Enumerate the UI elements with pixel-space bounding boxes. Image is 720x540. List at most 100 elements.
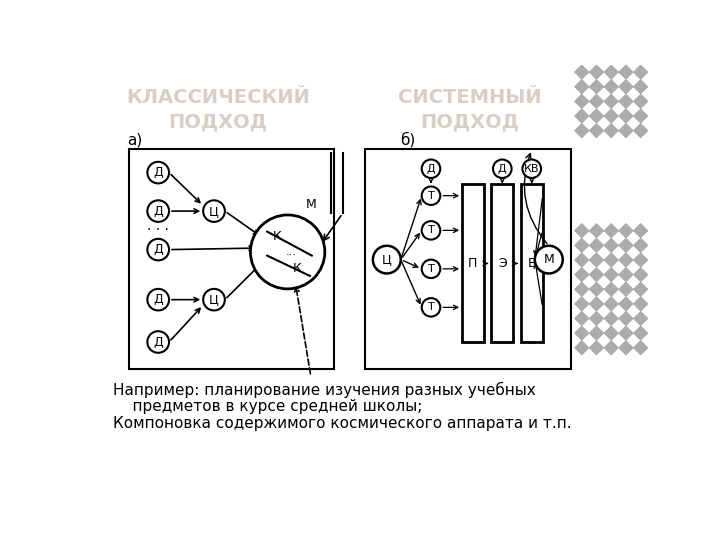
Polygon shape [648, 109, 662, 123]
Polygon shape [575, 65, 589, 79]
Polygon shape [618, 282, 634, 296]
Polygon shape [604, 238, 618, 253]
Circle shape [203, 289, 225, 310]
Polygon shape [634, 79, 648, 94]
Polygon shape [575, 340, 589, 355]
Polygon shape [589, 94, 604, 109]
Polygon shape [589, 224, 604, 238]
Polygon shape [589, 79, 604, 94]
Polygon shape [634, 50, 648, 65]
Text: а): а) [127, 133, 143, 148]
Polygon shape [604, 50, 618, 65]
Circle shape [422, 159, 441, 178]
Polygon shape [648, 282, 662, 296]
Circle shape [148, 331, 169, 353]
Polygon shape [604, 79, 618, 94]
Polygon shape [575, 296, 589, 311]
Polygon shape [575, 224, 589, 238]
Polygon shape [648, 238, 662, 253]
Polygon shape [648, 253, 662, 267]
Circle shape [148, 239, 169, 260]
Polygon shape [634, 340, 648, 355]
Polygon shape [648, 296, 662, 311]
Polygon shape [648, 94, 662, 109]
Text: СИСТЕМНЫЙ
ПОДХОД: СИСТЕМНЫЙ ПОДХОД [398, 88, 541, 132]
Polygon shape [604, 340, 618, 355]
Polygon shape [604, 326, 618, 340]
Polygon shape [634, 253, 648, 267]
Polygon shape [634, 123, 648, 138]
Polygon shape [589, 311, 604, 326]
Polygon shape [618, 311, 634, 326]
Bar [365, 150, 570, 369]
Text: П: П [468, 256, 477, 269]
Text: М: М [305, 198, 316, 211]
Polygon shape [589, 267, 604, 282]
Polygon shape [648, 79, 662, 94]
Polygon shape [618, 123, 634, 138]
Polygon shape [648, 311, 662, 326]
Polygon shape [618, 65, 634, 79]
Polygon shape [648, 65, 662, 79]
Text: К: К [292, 262, 302, 275]
Text: Компоновка содержимого космического аппарата и т.п.: Компоновка содержимого космического аппа… [113, 416, 572, 431]
Text: Ц: Ц [382, 253, 392, 266]
Polygon shape [618, 267, 634, 282]
Circle shape [493, 159, 512, 178]
Text: В: В [528, 256, 536, 269]
Polygon shape [589, 296, 604, 311]
Polygon shape [634, 65, 648, 79]
Circle shape [148, 200, 169, 222]
Text: Т: Т [428, 191, 434, 201]
Text: К: К [272, 230, 282, 243]
Text: предметов в курсе средней школы;: предметов в курсе средней школы; [113, 399, 423, 414]
Polygon shape [575, 267, 589, 282]
Polygon shape [575, 79, 589, 94]
Text: Ц: Ц [209, 205, 219, 218]
Text: Д: Д [153, 293, 163, 306]
Polygon shape [634, 326, 648, 340]
Text: Д: Д [153, 166, 163, 179]
Polygon shape [634, 296, 648, 311]
Polygon shape [634, 238, 648, 253]
Polygon shape [589, 282, 604, 296]
Polygon shape [604, 94, 618, 109]
Bar [492, 184, 513, 342]
Polygon shape [604, 65, 618, 79]
Polygon shape [618, 224, 634, 238]
Circle shape [535, 246, 563, 273]
Text: Э: Э [498, 256, 507, 269]
Text: Д: Д [153, 205, 163, 218]
Bar [129, 150, 334, 369]
Polygon shape [575, 238, 589, 253]
Polygon shape [604, 253, 618, 267]
Polygon shape [575, 123, 589, 138]
Polygon shape [575, 282, 589, 296]
Polygon shape [648, 123, 662, 138]
Polygon shape [589, 326, 604, 340]
Polygon shape [648, 326, 662, 340]
Polygon shape [604, 123, 618, 138]
Circle shape [251, 215, 325, 289]
Text: М: М [544, 253, 554, 266]
Text: Д: Д [153, 243, 163, 256]
Polygon shape [575, 311, 589, 326]
Text: Д: Д [427, 164, 436, 174]
Circle shape [422, 298, 441, 316]
Polygon shape [604, 267, 618, 282]
Polygon shape [575, 253, 589, 267]
Polygon shape [618, 50, 634, 65]
Text: ...: ... [286, 247, 297, 257]
Text: б): б) [400, 132, 415, 148]
Polygon shape [618, 296, 634, 311]
Circle shape [373, 246, 401, 273]
Polygon shape [634, 282, 648, 296]
Circle shape [422, 260, 441, 278]
Text: Т: Т [428, 302, 434, 312]
Polygon shape [575, 109, 589, 123]
Polygon shape [589, 238, 604, 253]
Circle shape [148, 289, 169, 310]
Polygon shape [604, 296, 618, 311]
Text: КЛАССИЧЕСКИЙ
ПОДХОД: КЛАССИЧЕСКИЙ ПОДХОД [126, 88, 310, 132]
Text: Ц: Ц [209, 293, 219, 306]
